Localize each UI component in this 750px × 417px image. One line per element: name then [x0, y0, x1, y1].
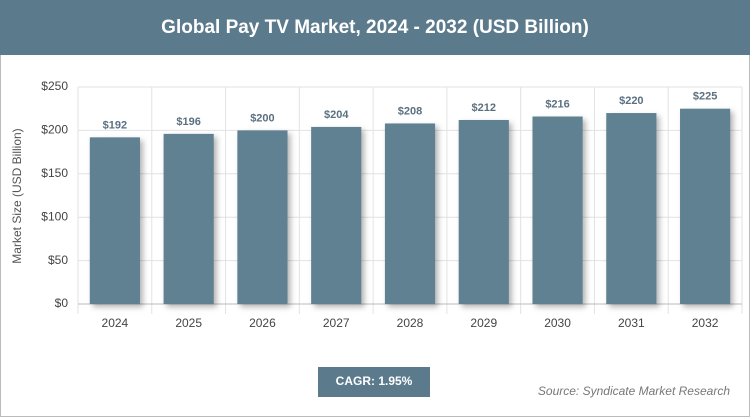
value-label: $216	[545, 98, 569, 110]
value-label: $212	[472, 102, 496, 114]
x-tick-label: 2030	[544, 316, 571, 330]
bar	[458, 119, 509, 304]
value-label: $208	[398, 105, 422, 117]
bar	[384, 123, 436, 305]
value-label: $204	[324, 109, 349, 121]
source-note: Source: Syndicate Market Research	[538, 384, 730, 398]
x-tick-label: 2032	[692, 316, 719, 330]
bar	[163, 133, 214, 304]
x-tick-label: 2031	[618, 316, 645, 330]
cagr-label: CAGR: 1.95%	[336, 374, 413, 388]
bar	[237, 130, 288, 304]
y-tick-label: $50	[48, 253, 68, 267]
x-tick-label: 2025	[175, 316, 202, 330]
y-tick-label: $100	[41, 209, 68, 223]
cagr-box	[318, 367, 430, 397]
bar	[89, 137, 140, 304]
bar	[311, 126, 362, 304]
y-tick-label: $0	[55, 296, 69, 310]
value-label: $225	[693, 91, 717, 103]
x-tick-label: 2026	[249, 316, 276, 330]
value-label: $196	[176, 116, 200, 128]
bar	[606, 113, 657, 304]
value-label: $200	[250, 112, 274, 124]
x-tick-label: 2024	[102, 316, 129, 330]
x-tick-label: 2029	[470, 316, 497, 330]
y-tick-label: $150	[41, 166, 68, 180]
y-axis-label: Market Size (USD Billion)	[10, 128, 24, 263]
chart-title: Global Pay TV Market, 2024 - 2032 (USD B…	[161, 17, 589, 38]
x-tick-label: 2028	[397, 316, 424, 330]
value-label: $192	[103, 119, 127, 131]
header-bar	[0, 0, 750, 55]
bar	[680, 108, 731, 304]
y-tick-label: $200	[41, 123, 68, 137]
x-tick-label: 2027	[323, 316, 350, 330]
y-tick-label: $250	[41, 79, 68, 93]
value-label: $220	[619, 95, 643, 107]
bar	[532, 116, 583, 305]
